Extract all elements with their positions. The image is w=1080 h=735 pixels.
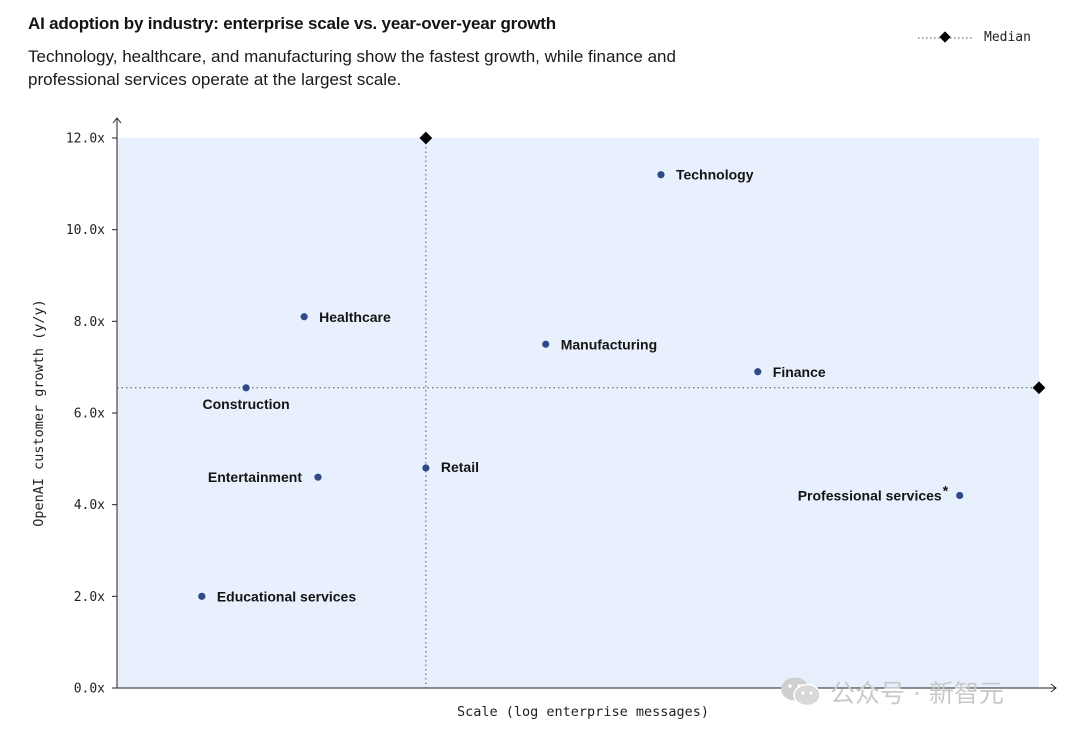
label-educational-services: Educational services [217,588,357,604]
label-finance: Finance [773,364,826,380]
y-axis-title: OpenAI customer growth (y/y) [31,299,47,527]
y-tick-label: 12.0x [66,132,105,147]
point-construction [242,384,250,392]
data-points: Technology Healthcare Manufacturing Finance… [198,167,964,604]
y-axis-arrow-icon [112,117,122,124]
x-axis-arrow-icon [1050,683,1057,693]
label-manufacturing: Manufacturing [561,336,657,352]
y-tick-label: 4.0x [74,498,105,513]
chart-subtitle: Technology, healthcare, and manufacturin… [28,47,676,89]
label-entertainment: Entertainment [208,469,302,485]
y-tick-label: 8.0x [74,315,105,330]
label-technology: Technology [676,167,754,183]
plot-background [117,138,1039,688]
watermark: 公众号 · 新智元 [780,674,1004,710]
point-finance [754,368,762,376]
point-technology [657,171,665,179]
median-x-marker [419,131,433,145]
legend-label: Median [984,30,1031,45]
point-professional-services [956,491,964,500]
wechat-icon [781,677,821,707]
point-retail [422,464,430,472]
x-axis-title: Scale (log enterprise messages) [457,704,709,720]
median-legend-icon [918,30,972,43]
y-tick-label: 6.0x [74,407,105,422]
y-ticks: 0.0x 2.0x 4.0x 6.0x 8.0x 10.0x 12.0x [66,132,117,697]
point-entertainment [314,473,322,481]
legend: Median [918,30,1031,45]
point-educational-services [198,592,206,600]
footnote-asterisk: * [943,483,949,499]
y-tick-label: 0.0x [74,682,105,697]
y-tick-label: 2.0x [74,590,105,605]
chart-title: AI adoption by industry: enterprise scal… [28,14,556,33]
label-healthcare: Healthcare [319,309,391,325]
point-healthcare [300,313,308,321]
watermark-text: 公众号 · 新智元 [830,679,1004,708]
label-construction: Construction [203,396,290,412]
label-professional-services: Professional services [798,488,942,504]
y-tick-label: 10.0x [66,223,105,238]
label-retail: Retail [441,459,479,475]
point-manufacturing [542,340,550,348]
